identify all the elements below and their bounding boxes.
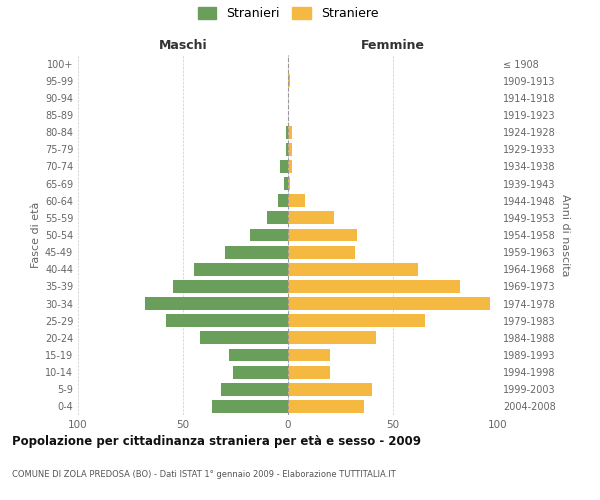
Bar: [288, 160, 292, 173]
Bar: [288, 383, 372, 396]
Bar: [212, 400, 288, 413]
Bar: [286, 126, 288, 138]
Bar: [225, 246, 288, 258]
Bar: [288, 400, 364, 413]
Y-axis label: Anni di nascita: Anni di nascita: [560, 194, 570, 276]
Bar: [288, 332, 376, 344]
Bar: [288, 348, 330, 362]
Bar: [286, 143, 288, 156]
Bar: [267, 212, 288, 224]
Bar: [288, 263, 418, 276]
Bar: [288, 126, 292, 138]
Bar: [193, 263, 288, 276]
Bar: [284, 177, 288, 190]
Bar: [229, 348, 288, 362]
Bar: [288, 177, 290, 190]
Bar: [288, 228, 358, 241]
Bar: [288, 143, 292, 156]
Bar: [288, 314, 425, 327]
Text: Popolazione per cittadinanza straniera per età e sesso - 2009: Popolazione per cittadinanza straniera p…: [12, 435, 421, 448]
Bar: [277, 194, 288, 207]
Bar: [221, 383, 288, 396]
Bar: [288, 280, 460, 293]
Text: COMUNE DI ZOLA PREDOSA (BO) - Dati ISTAT 1° gennaio 2009 - Elaborazione TUTTITAL: COMUNE DI ZOLA PREDOSA (BO) - Dati ISTAT…: [12, 470, 396, 479]
Bar: [233, 366, 288, 378]
Bar: [173, 280, 288, 293]
Text: Femmine: Femmine: [361, 38, 425, 52]
Bar: [145, 297, 288, 310]
Bar: [166, 314, 288, 327]
Text: Maschi: Maschi: [158, 38, 208, 52]
Bar: [288, 74, 290, 87]
Bar: [288, 194, 305, 207]
Bar: [288, 212, 334, 224]
Bar: [250, 228, 288, 241]
Bar: [288, 366, 330, 378]
Bar: [200, 332, 288, 344]
Bar: [288, 246, 355, 258]
Y-axis label: Fasce di età: Fasce di età: [31, 202, 41, 268]
Legend: Stranieri, Straniere: Stranieri, Straniere: [197, 8, 379, 20]
Bar: [280, 160, 288, 173]
Bar: [288, 297, 490, 310]
